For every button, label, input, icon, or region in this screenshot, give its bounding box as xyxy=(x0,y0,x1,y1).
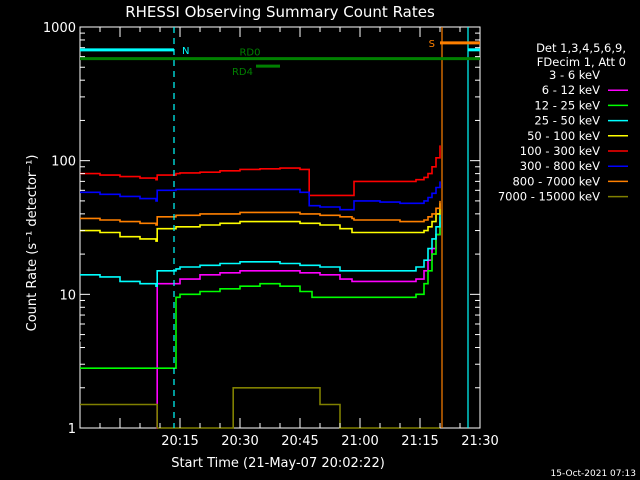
series-line-1 xyxy=(156,221,441,429)
footer-date: 15-Oct-2021 07:13 xyxy=(551,469,636,479)
legend-label: 300 - 800 keV xyxy=(520,159,600,173)
x-tick-label: 21:15 xyxy=(401,434,438,449)
y-axis-label: Count Rate (s⁻¹ detector⁻¹) xyxy=(25,155,40,332)
axes: 20:15 20:30 20:45 21:00 21:15 21:30 1 10 100 1000 xyxy=(43,21,499,449)
chart-title: RHESSI Observing Summary Count Rates xyxy=(125,3,435,21)
x-tick-label: 20:30 xyxy=(221,434,258,449)
y-tick-label: 1 xyxy=(68,422,76,437)
x-tick-label: 20:45 xyxy=(281,434,318,449)
y-tick-label: 100 xyxy=(51,155,76,170)
legend-label: 25 - 50 keV xyxy=(534,114,600,128)
legend-header-line-1: Det 1,3,4,5,6,9, xyxy=(536,41,626,55)
x-tick-label: 21:00 xyxy=(341,434,378,449)
y-tick-label: 1000 xyxy=(43,21,76,36)
flag-label-2: S xyxy=(429,39,435,50)
legend-label: 12 - 25 keV xyxy=(534,98,600,112)
x-tick-label: 20:15 xyxy=(161,434,198,449)
series-line-8 xyxy=(80,387,440,429)
legend-label: 3 - 6 keV xyxy=(549,68,600,82)
x-tick-label: 21:30 xyxy=(461,434,498,449)
legend-label: 7000 - 15000 keV xyxy=(498,190,600,204)
legend-label: 6 - 12 keV xyxy=(542,83,600,97)
legend-label: 800 - 7000 keV xyxy=(512,174,600,188)
y-tick-label: 10 xyxy=(59,288,76,303)
series-line-4 xyxy=(80,203,441,242)
series-line-5 xyxy=(80,145,441,197)
series-line-7 xyxy=(80,200,441,226)
flag-label-4: RD4 xyxy=(232,67,253,78)
legend-label: 50 - 100 keV xyxy=(527,129,600,143)
flag-label-0: N xyxy=(182,46,189,57)
series-line-0 xyxy=(80,230,441,342)
flag-label-3: RD0 xyxy=(239,48,260,59)
series-line-2 xyxy=(80,216,441,369)
x-axis-label: Start Time (21-May-07 20:02:22) xyxy=(171,456,385,471)
series-line-6 xyxy=(80,181,441,211)
legend-header-line-2: FDecim 1, Att 0 xyxy=(537,55,626,69)
legend-label: 100 - 300 keV xyxy=(520,144,600,158)
plot-marks: N S RD0 RD4 xyxy=(80,27,480,429)
series-line-3 xyxy=(80,213,441,287)
